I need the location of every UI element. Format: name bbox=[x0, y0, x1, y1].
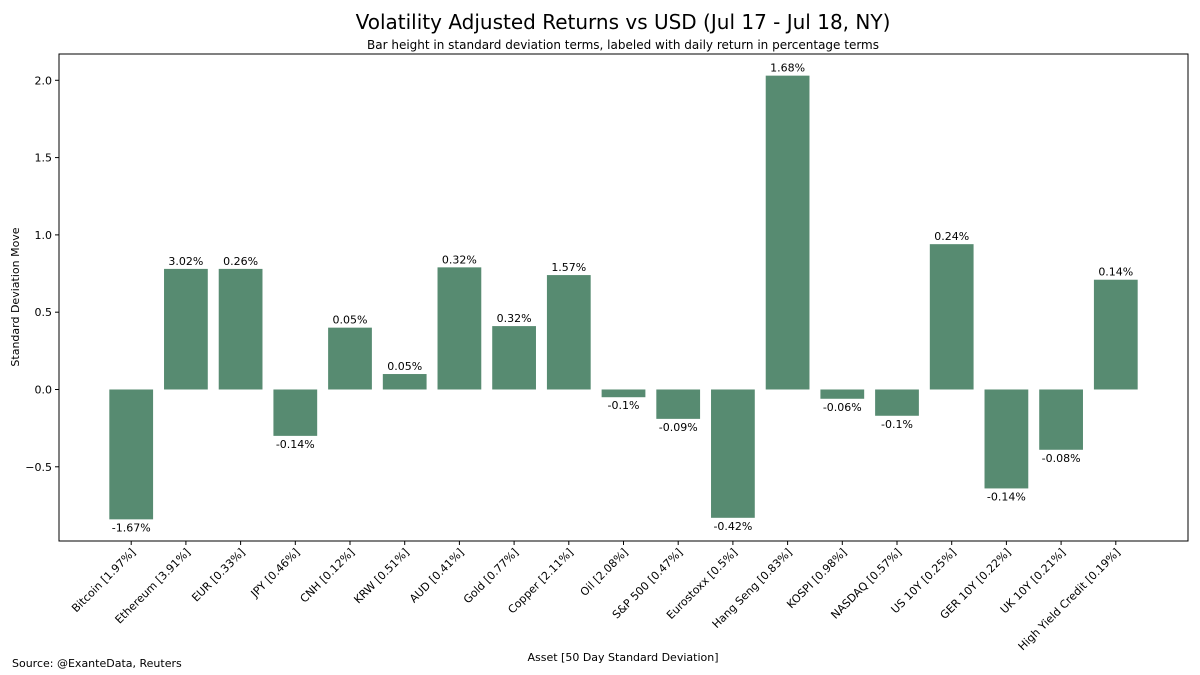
bar bbox=[765, 75, 810, 390]
bar bbox=[218, 268, 263, 390]
y-tick-label: 2.0 bbox=[35, 74, 53, 87]
x-tick-label: CNH [0.12%] bbox=[298, 546, 358, 606]
bar-value-label: -0.42% bbox=[713, 520, 752, 533]
y-tick-label: 0.5 bbox=[35, 306, 53, 319]
x-tick-label: KRW [0.51%] bbox=[351, 546, 411, 606]
bar-value-label: -0.08% bbox=[1042, 452, 1081, 465]
source-note: Source: @ExanteData, Reuters bbox=[12, 657, 182, 670]
bar bbox=[875, 389, 919, 416]
bar-value-label: 0.05% bbox=[387, 360, 422, 373]
y-tick-label: 1.5 bbox=[35, 152, 53, 165]
bar bbox=[437, 267, 482, 390]
chart-title: Volatility Adjusted Returns vs USD (Jul … bbox=[356, 10, 891, 34]
bar-value-label: 0.26% bbox=[223, 255, 258, 268]
bar bbox=[109, 389, 154, 520]
x-tick-label: High Yield Credit [0.19%] bbox=[1016, 546, 1123, 653]
bar-value-label: -0.14% bbox=[987, 490, 1026, 503]
y-tick-label: 0.0 bbox=[35, 383, 53, 396]
x-tick-label: JPY [0.46%] bbox=[248, 546, 303, 601]
bar-value-label: 0.05% bbox=[333, 314, 368, 327]
bar bbox=[984, 389, 1029, 489]
bar bbox=[929, 244, 974, 390]
bar bbox=[1039, 389, 1083, 450]
bar-value-label: 0.32% bbox=[442, 253, 477, 266]
bar-value-label: -0.06% bbox=[823, 401, 862, 414]
y-axis-label: Standard Deviation Move bbox=[9, 227, 22, 366]
y-axis: −0.5 0.0 0.5 1.0 1.5 2.0 bbox=[25, 74, 59, 474]
bars-group bbox=[109, 75, 1138, 520]
bar-value-label: -0.14% bbox=[276, 438, 315, 451]
bar bbox=[382, 374, 427, 390]
y-tick-label: −0.5 bbox=[25, 461, 52, 474]
bar-value-label: -1.67% bbox=[112, 521, 151, 534]
bar bbox=[711, 389, 755, 518]
x-tick-label: Oil [2.08%] bbox=[578, 546, 631, 599]
bar bbox=[273, 389, 318, 436]
chart-subtitle: Bar height in standard deviation terms, … bbox=[367, 38, 879, 52]
bar bbox=[164, 268, 208, 390]
bar-value-label: 0.14% bbox=[1098, 266, 1133, 279]
bar-value-label: 1.68% bbox=[770, 62, 805, 75]
bar-value-label: -0.1% bbox=[881, 418, 913, 431]
x-axis-label: Asset [50 Day Standard Deviation] bbox=[527, 651, 718, 664]
bar-value-label: 0.24% bbox=[934, 230, 969, 243]
x-axis: Bitcoin [1.97%]Ethereum [3.91%]EUR [0.33… bbox=[69, 541, 1123, 653]
bar-value-label: 0.32% bbox=[497, 312, 532, 325]
bar-value-label: 1.57% bbox=[551, 261, 586, 274]
bar bbox=[546, 275, 591, 390]
bar bbox=[1093, 279, 1138, 390]
value-labels-group: -1.67% 3.02% 0.26% -0.14% 0.05% 0.05% 0.32% 0.3… bbox=[112, 62, 1134, 535]
x-tick-label: Gold [0.77%] bbox=[461, 546, 521, 606]
plot-frame bbox=[58, 53, 1189, 542]
bar bbox=[656, 389, 701, 419]
bar bbox=[328, 327, 372, 390]
bar-value-label: -0.09% bbox=[659, 421, 698, 434]
bar-value-label: 3.02% bbox=[168, 255, 203, 268]
bar bbox=[492, 326, 536, 390]
y-tick-label: 1.0 bbox=[35, 229, 53, 242]
x-tick-label: EUR [0.33%] bbox=[189, 546, 247, 604]
bar bbox=[820, 389, 865, 399]
bar bbox=[601, 389, 646, 398]
x-tick-label: AUD [0.41%] bbox=[407, 546, 466, 605]
bar-value-label: -0.1% bbox=[608, 399, 640, 412]
